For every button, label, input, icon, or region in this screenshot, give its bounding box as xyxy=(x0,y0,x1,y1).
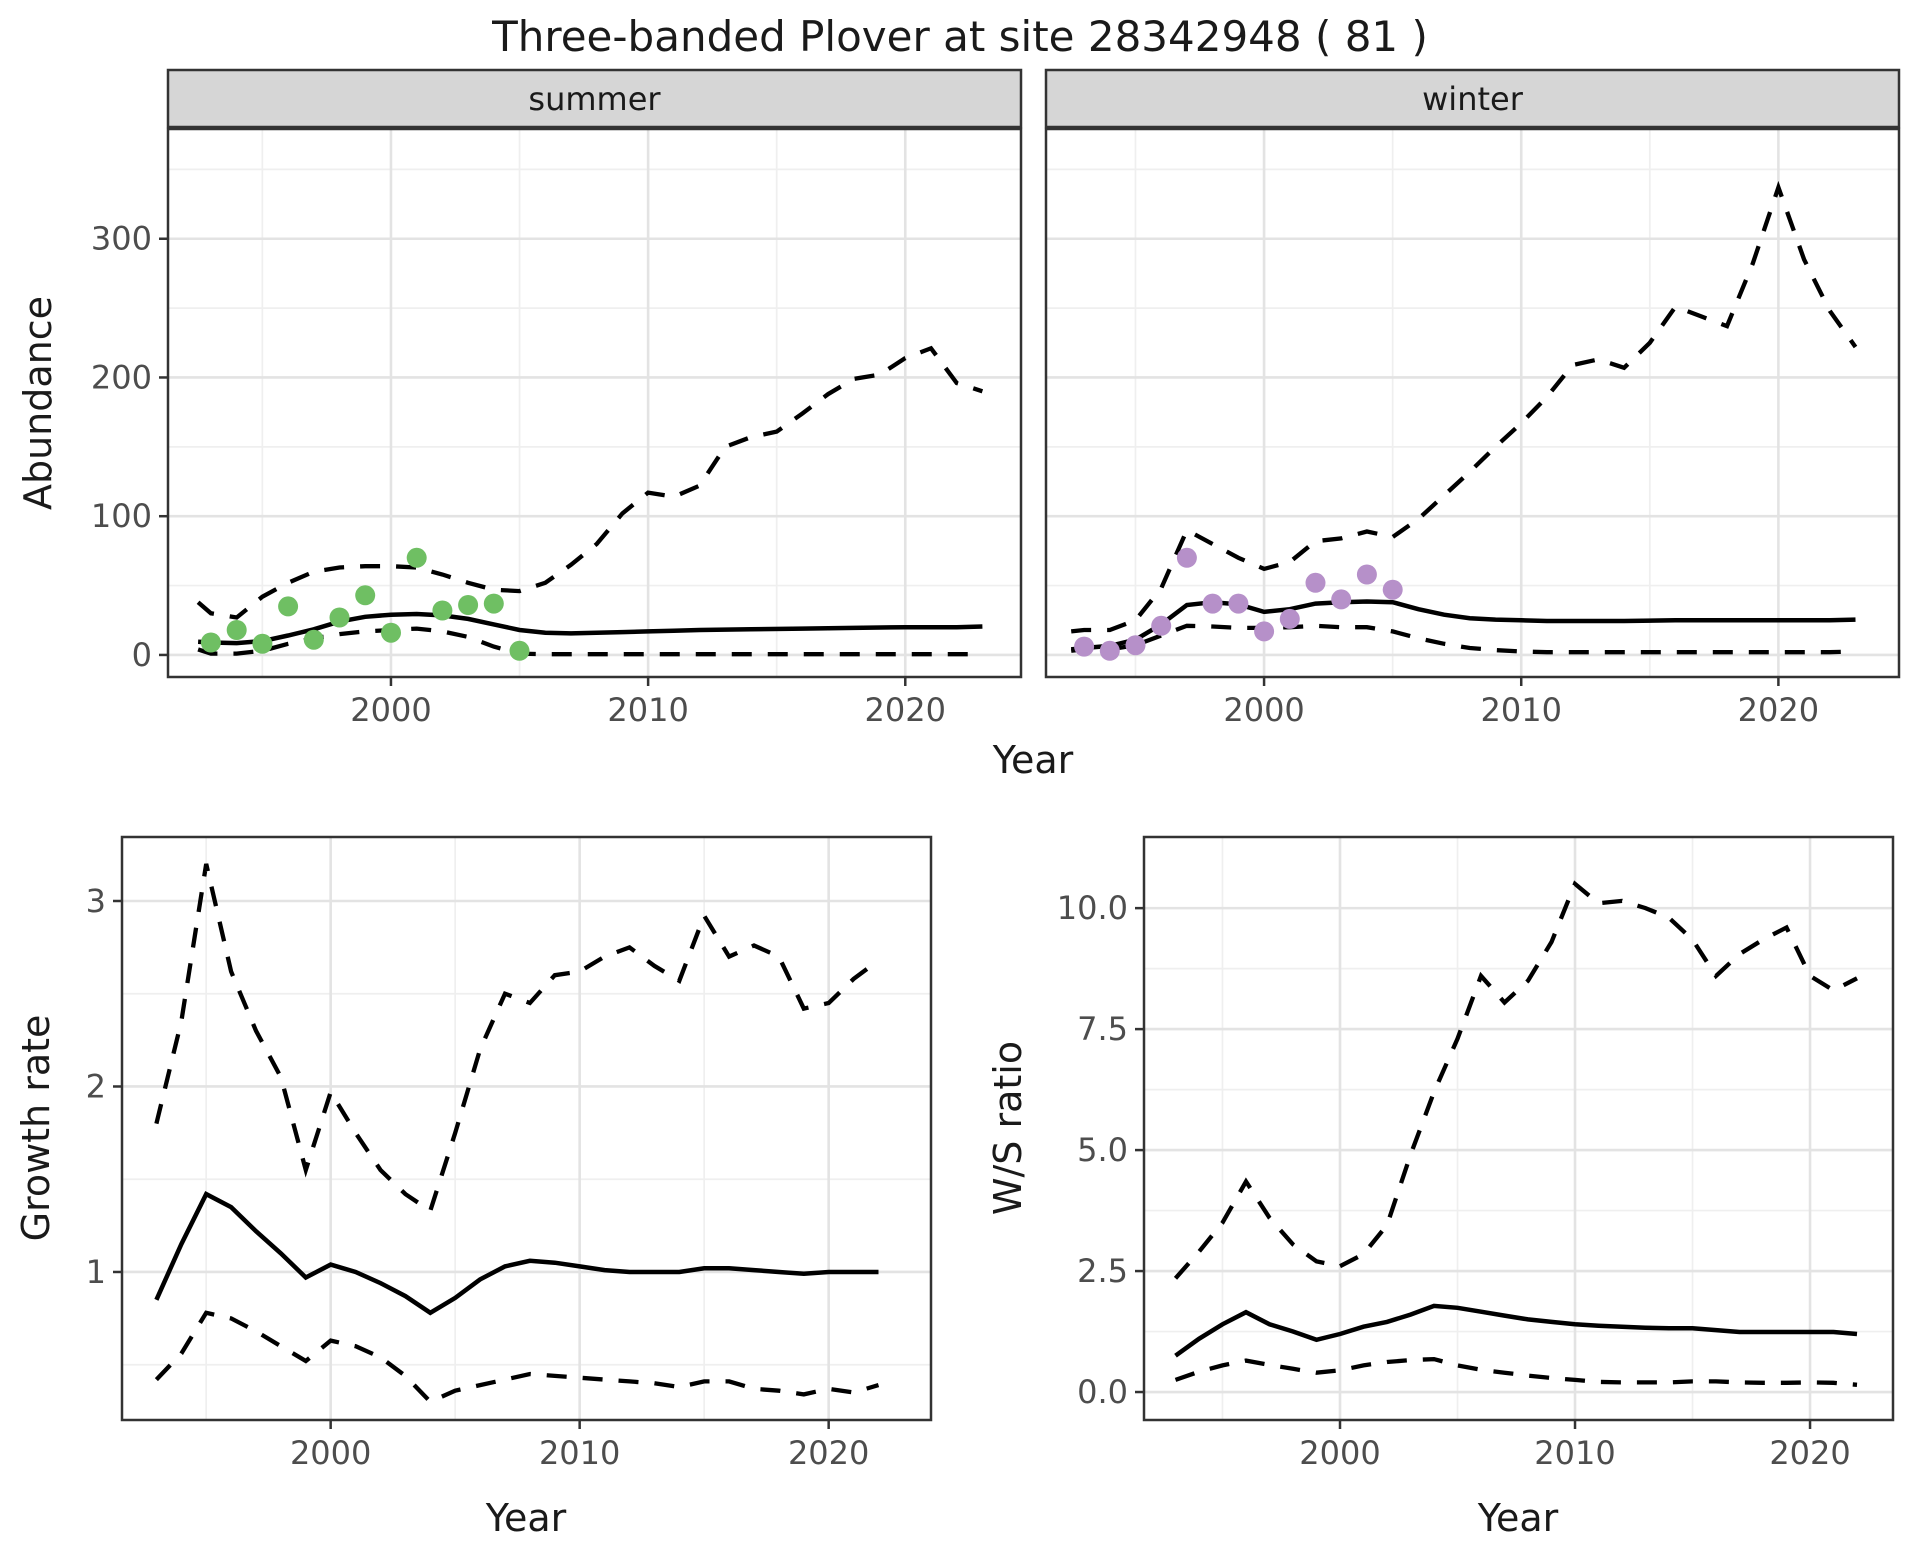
data-point xyxy=(1151,615,1172,636)
y-tick-label: 300 xyxy=(91,220,152,258)
mean-line xyxy=(154,1191,879,1316)
data-point xyxy=(432,600,453,621)
panel-border xyxy=(1044,127,1901,679)
data-point xyxy=(329,607,350,628)
x-tick-label: 2020 xyxy=(788,1434,869,1472)
data-point xyxy=(1074,636,1095,657)
data-point xyxy=(1356,564,1377,585)
x-tick-label: 2010 xyxy=(539,1434,620,1472)
x-axis-title-year-growth: Year xyxy=(485,1496,567,1540)
data-point xyxy=(458,595,479,615)
x-tick-label: 2010 xyxy=(1481,691,1562,729)
mean-line xyxy=(1174,1303,1858,1358)
y-axis-title-growth-rate: Growth rate xyxy=(14,1014,58,1242)
data-point xyxy=(509,640,530,661)
x-tick-label: 2010 xyxy=(1534,1434,1615,1472)
panel-border xyxy=(120,835,933,1422)
x-tick-label: 2000 xyxy=(290,1434,371,1472)
x-tick-label: 2010 xyxy=(607,691,688,729)
y-tick-label: 7.5 xyxy=(1077,1010,1128,1048)
data-point xyxy=(1099,640,1120,661)
facet-strip xyxy=(166,68,1023,129)
data-point xyxy=(278,596,299,617)
facet-strip-summer: summer xyxy=(528,79,661,118)
data-point xyxy=(252,633,273,654)
data-point xyxy=(406,547,427,568)
data-point xyxy=(1331,589,1352,610)
lower-ci-line xyxy=(154,1310,880,1405)
y-tick-label: 2 xyxy=(86,1067,106,1105)
lower-ci-line xyxy=(1174,1356,1858,1387)
y-axis-title-abundance: Abundance xyxy=(16,295,60,511)
y-tick-label: 100 xyxy=(91,497,152,535)
x-axis-title-year-ws: Year xyxy=(1477,1496,1559,1540)
mean-line xyxy=(1070,599,1856,652)
panel-background xyxy=(122,837,931,1420)
data-point xyxy=(1228,593,1249,614)
upper-ci-line xyxy=(154,863,880,1215)
data-point xyxy=(303,629,324,650)
data-point xyxy=(381,622,401,643)
facet-strip-winter: winter xyxy=(1422,79,1523,118)
x-tick-label: 2020 xyxy=(1769,1434,1850,1472)
data-point xyxy=(1279,608,1300,629)
data-point xyxy=(200,632,221,653)
data-point xyxy=(1125,635,1146,656)
y-tick-label: 2.5 xyxy=(1077,1252,1128,1290)
y-tick-label: 10.0 xyxy=(1057,889,1128,927)
x-tick-label: 2020 xyxy=(1738,691,1819,729)
y-axis-title-ws-ratio: W/S ratio xyxy=(986,1040,1030,1216)
x-tick-label: 2000 xyxy=(1299,1434,1380,1472)
panel-background xyxy=(168,129,1021,677)
mean-line xyxy=(197,611,983,646)
data-point xyxy=(1305,572,1326,593)
data-point xyxy=(1176,547,1197,568)
plot-title: Three-banded Plover at site 28342948 ( 8… xyxy=(492,12,1428,61)
x-tick-label: 2000 xyxy=(1223,691,1304,729)
upper-ci-line xyxy=(1173,880,1858,1280)
y-tick-label: 5.0 xyxy=(1077,1131,1128,1169)
data-point xyxy=(1254,621,1275,642)
y-tick-label: 0 xyxy=(132,636,152,674)
panel-border xyxy=(1142,835,1895,1422)
data-point xyxy=(226,620,247,640)
x-axis-title-year-top: Year xyxy=(992,738,1074,782)
panel-background xyxy=(1046,129,1899,677)
facet-strip xyxy=(1044,68,1901,129)
y-tick-label: 200 xyxy=(91,358,152,396)
panel-border xyxy=(166,127,1023,679)
data-point xyxy=(355,585,376,606)
x-tick-label: 2020 xyxy=(865,691,946,729)
data-point xyxy=(483,593,504,614)
upper-ci-line xyxy=(1070,180,1858,634)
y-tick-label: 3 xyxy=(86,882,106,920)
data-point xyxy=(1382,579,1403,600)
y-tick-label: 1 xyxy=(86,1253,106,1291)
lower-ci-line xyxy=(197,626,983,657)
data-point xyxy=(1202,593,1223,614)
lower-ci-line xyxy=(1070,623,1856,655)
y-tick-label: 0.0 xyxy=(1077,1373,1128,1411)
x-tick-label: 2000 xyxy=(350,691,431,729)
